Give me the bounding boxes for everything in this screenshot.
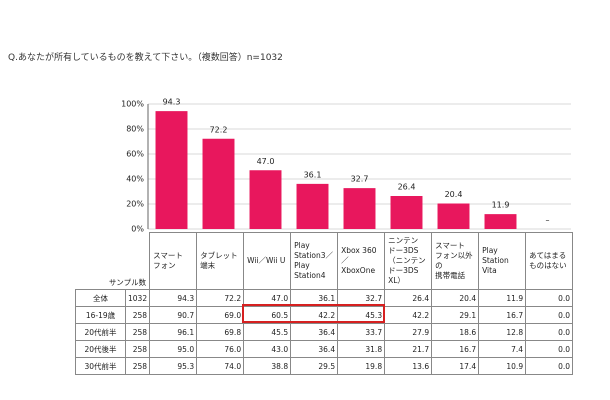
data-table: サンプル数 スマート フォン タブレット 端末 Wii／Wii U Play Stati… [75,232,574,375]
row-label: 20代後半 [75,340,126,358]
table-cell: 69.0 [196,306,245,324]
value-label: 94.3 [163,98,181,107]
table-cell: 76.0 [196,340,245,358]
sample-size-header: サンプル数 [108,278,147,287]
y-tick-label: 100% [121,100,144,109]
bar [202,138,235,229]
value-label: 72.2 [210,125,228,134]
value-label: 26.4 [398,183,416,192]
table-cell: 27.9 [384,323,433,341]
table-cell: 95.3 [149,357,198,375]
bar [390,196,423,229]
table-cell: 11.9 [478,289,527,307]
table-cell: 90.7 [149,306,198,324]
value-label: 11.9 [492,201,510,210]
category-label: スマート フォン [149,232,198,290]
value-label: 32.7 [351,175,369,184]
table-cell: 10.9 [478,357,527,375]
table-cell: 1032 [124,289,151,307]
table-cell: 95.0 [149,340,198,358]
chart-title: Q.あなたが所有しているものを教えて下さい。（複数回答）n=1032 [8,53,283,63]
table-cell: 42.2 [384,306,433,324]
row-label: 20代前半 [75,323,126,341]
y-tick-label: 0% [131,225,144,234]
table-row: 20代後半 258 95.0 76.0 43.0 36.4 31.8 21.7 16.7 7.4 0… [75,340,574,358]
table-cell: 72.2 [196,289,245,307]
table-cell: 0.0 [525,357,574,375]
table-cell: 31.8 [337,340,386,358]
table-cell: 96.1 [149,323,198,341]
table-cell: 12.8 [478,323,527,341]
row-label: 16-19歳 [75,306,126,324]
table-cell: 19.8 [337,357,386,375]
table-cell: 0.0 [525,340,574,358]
y-tick-label: 60% [126,150,144,159]
bar [484,214,517,229]
category-label: タブレット 端末 [196,232,245,290]
table-cell: 0.0 [525,323,574,341]
category-label: Wii／Wii U [243,232,292,290]
table-cell: 0.0 [525,289,574,307]
category-label: ニンテン ドー3DS （ニンテン ドー3DS XL） [384,232,433,290]
table-cell: 16.7 [478,306,527,324]
table-cell: 29.5 [290,357,339,375]
row-label: 全体 [75,289,126,307]
table-cell: 258 [124,323,151,341]
value-label: 47.0 [257,157,275,166]
table-cell: 33.7 [337,323,386,341]
value-label: – [546,216,550,225]
category-label: Play Station3／ Play Station4 [290,232,339,290]
table-cell: 21.7 [384,340,433,358]
table-row: 全体 1032 94.3 72.2 47.0 36.1 32.7 26.4 20.4 11.9 0.… [75,289,574,307]
table-cell: 258 [124,340,151,358]
y-tick-label: 20% [126,200,144,209]
value-label: 20.4 [445,190,463,199]
category-label: Play Station Vita [478,232,527,290]
bar [296,183,329,229]
table-cell: 94.3 [149,289,198,307]
table-cell: 38.8 [243,357,292,375]
table-cell: 74.0 [196,357,245,375]
table-cell: 0.0 [525,306,574,324]
table-header-row: サンプル数 スマート フォン タブレット 端末 Wii／Wii U Play Stati… [76,232,574,290]
bar [437,203,470,229]
table-cell: 13.6 [384,357,433,375]
table-cell: 18.6 [431,323,480,341]
table-cell: 7.4 [478,340,527,358]
table-cell: 20.4 [431,289,480,307]
row-label: 30代前半 [75,357,126,375]
table-cell: 29.1 [431,306,480,324]
category-label: あてはまる ものはない [525,232,574,290]
table-cell: 258 [124,306,151,324]
table-row: 20代前半 258 96.1 69.8 45.5 36.4 33.7 27.9 18.6 12.8… [75,323,574,341]
y-tick-label: 40% [126,175,144,184]
category-label: スマート フォン以外 の 携帯電話 [431,232,480,290]
table-row: 30代前半 258 95.3 74.0 38.8 29.5 19.8 13.6 17.4 10.9… [75,357,574,375]
bar [343,188,376,229]
highlight-box [242,304,385,323]
table-cell: 36.4 [290,323,339,341]
bar [155,111,188,229]
bar [249,170,282,229]
table-cell: 26.4 [384,289,433,307]
table-cell: 36.4 [290,340,339,358]
table-cell: 69.8 [196,323,245,341]
value-label: 36.1 [304,170,322,179]
table-cell: 258 [124,357,151,375]
table-cell: 45.5 [243,323,292,341]
y-tick-label: 80% [126,125,144,134]
table-cell: 17.4 [431,357,480,375]
category-label: Xbox 360 ／ XboxOne [337,232,386,290]
table-cell: 16.7 [431,340,480,358]
table-cell: 43.0 [243,340,292,358]
